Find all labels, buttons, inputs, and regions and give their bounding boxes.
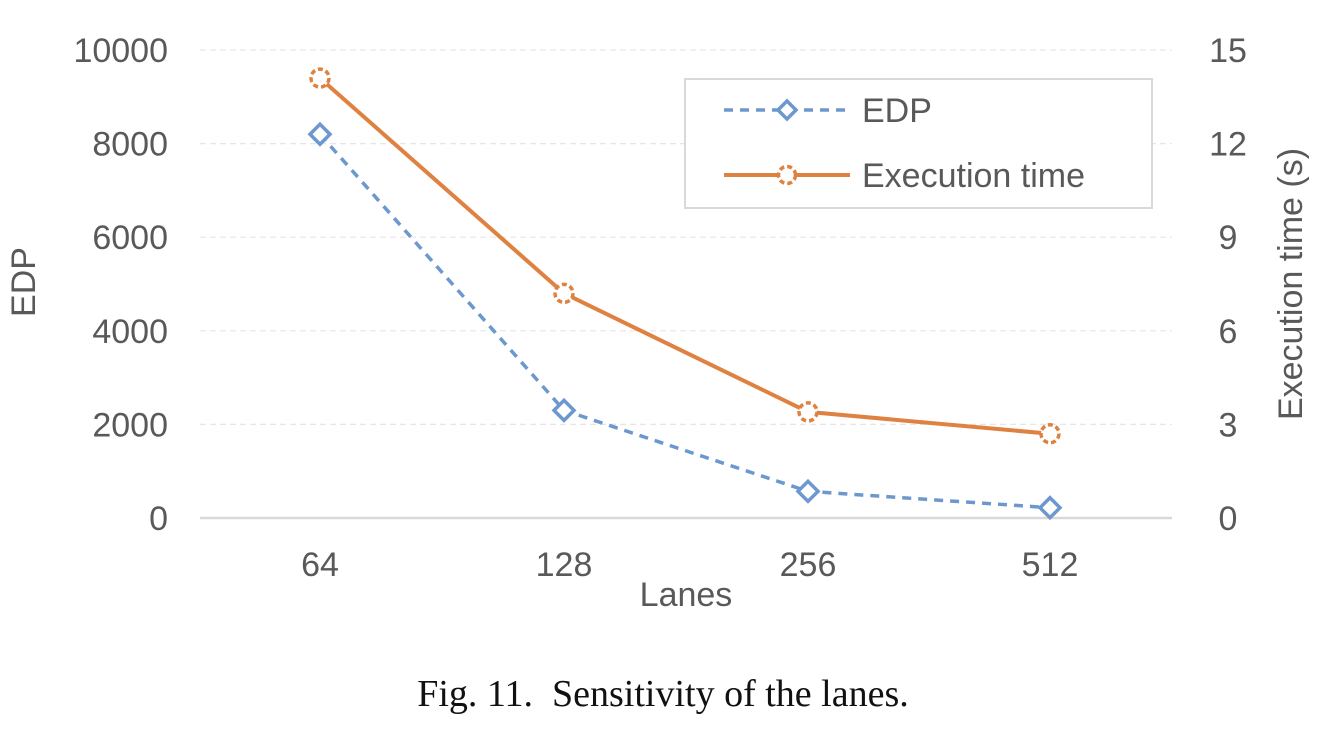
left-axis-ticks: 0 2000 4000 6000 8000 10000 [73, 32, 168, 538]
left-tick-label: 10000 [73, 32, 168, 70]
data-point-marker [795, 478, 821, 504]
right-axis-title: Execution time (s) [1272, 148, 1310, 420]
data-point-marker [307, 121, 333, 147]
series-execution-time [309, 67, 1061, 445]
legend-marker [775, 98, 799, 122]
left-tick-label: 0 [149, 500, 168, 538]
x-tick-label: 512 [1022, 546, 1079, 584]
figure-caption: Fig. 11. Sensitivity of the lanes. [417, 673, 909, 715]
legend-item: EDP [724, 92, 932, 130]
left-tick-label: 8000 [92, 126, 168, 164]
right-axis-ticks: 0 3 6 9 12 15 [1209, 32, 1247, 538]
legend-item: Execution time [724, 157, 1085, 195]
x-tick-label: 64 [301, 546, 339, 584]
right-tick-label: 0 [1219, 500, 1238, 538]
right-tick-label: 15 [1209, 32, 1247, 70]
right-tick-label: 6 [1219, 313, 1238, 351]
left-tick-label: 4000 [92, 313, 168, 351]
x-tick-label: 128 [536, 546, 593, 584]
right-tick-label: 12 [1209, 126, 1247, 164]
x-tick-label: 256 [780, 546, 837, 584]
series-line [318, 133, 1051, 510]
series-layer [307, 67, 1063, 521]
legend-marker [776, 164, 798, 186]
data-point-marker [553, 282, 575, 305]
right-tick-label: 9 [1219, 219, 1238, 257]
data-point-marker [309, 67, 331, 89]
x-axis-ticks: 64 128 256 512 [301, 546, 1078, 584]
legend-box [684, 78, 1153, 209]
legend-label: EDP [862, 92, 932, 130]
legend: EDP Execution time [684, 78, 1153, 209]
data-point-marker [1037, 495, 1063, 521]
legend-label: Execution time [862, 157, 1085, 195]
left-tick-label: 6000 [92, 219, 168, 257]
series-edp [307, 121, 1063, 521]
data-point-marker [1039, 423, 1061, 445]
left-axis-title: EDP [5, 247, 43, 317]
right-tick-label: 3 [1219, 406, 1238, 444]
x-axis-title: Lanes [640, 576, 733, 614]
data-point-marker [797, 401, 819, 423]
data-point-marker [551, 397, 577, 423]
series-line [318, 76, 1051, 436]
left-tick-label: 2000 [92, 406, 168, 444]
